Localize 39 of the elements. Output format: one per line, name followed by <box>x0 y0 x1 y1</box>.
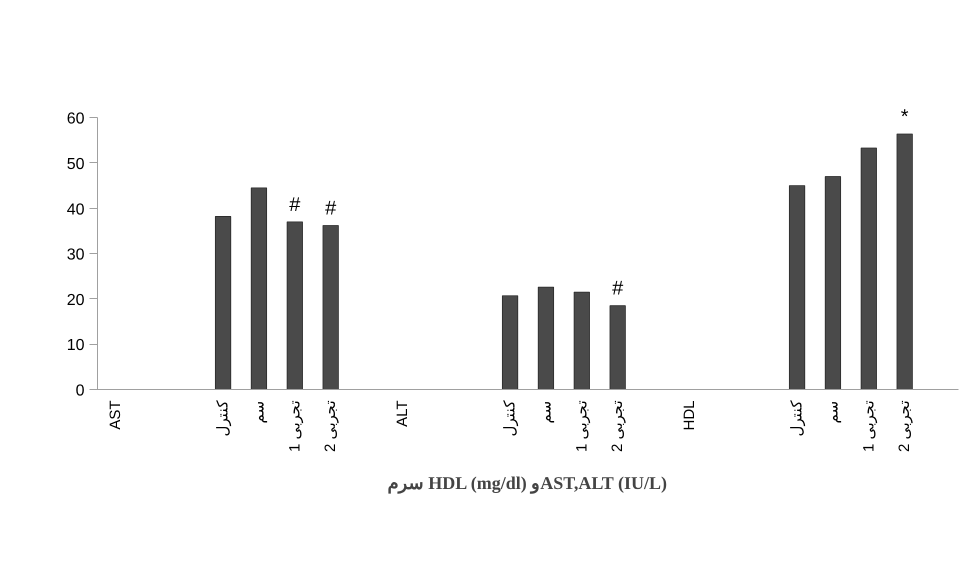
x-axis-title: سرم HDL (mg/dl) وAST,ALT (IU/L) <box>388 473 667 494</box>
x-tick-label: کنترل <box>502 400 519 436</box>
x-tick-label: سم <box>824 400 842 424</box>
x-tick-label: سم <box>537 400 554 424</box>
x-tick-label: سم <box>250 400 268 424</box>
x-tick-label: تجربی 2 <box>322 400 340 452</box>
data-label: * <box>900 106 909 128</box>
bar <box>788 185 806 390</box>
y-tick-label: 40 <box>66 201 85 218</box>
x-tick-label: AST <box>106 400 124 430</box>
x-tick-label: تجربی 2 <box>609 400 626 452</box>
bar <box>250 188 268 390</box>
y-tick-label: 50 <box>66 156 85 173</box>
bar <box>824 176 842 390</box>
y-tick-label: 0 <box>76 382 85 400</box>
bar <box>574 292 590 390</box>
bar <box>214 216 232 390</box>
x-tick-label: کنترل <box>214 400 232 436</box>
y-tick-label: 30 <box>66 246 85 264</box>
x-tick-label: تجربی 2 <box>896 400 914 452</box>
y-tick-label: 10 <box>66 337 85 354</box>
bar <box>860 148 877 390</box>
x-tick-label: تجربی 1 <box>286 400 304 452</box>
x-tick-label: تجربی 1 <box>573 400 590 452</box>
data-label: # <box>289 194 302 216</box>
x-tick-label: HDL <box>680 400 698 431</box>
data-label: # <box>612 278 624 300</box>
x-tick-label: تجربی 1 <box>860 400 878 452</box>
bar <box>502 295 518 390</box>
bar <box>538 286 554 390</box>
x-tick-label: ALT <box>394 400 411 427</box>
bar <box>896 134 913 390</box>
y-tick-label: 60 <box>66 110 85 128</box>
bar <box>322 225 339 390</box>
x-tick-label: کنترل <box>788 400 806 436</box>
bar <box>610 305 626 390</box>
bar <box>286 221 303 390</box>
data-label: # <box>325 198 338 220</box>
y-tick-label: 20 <box>66 292 85 309</box>
